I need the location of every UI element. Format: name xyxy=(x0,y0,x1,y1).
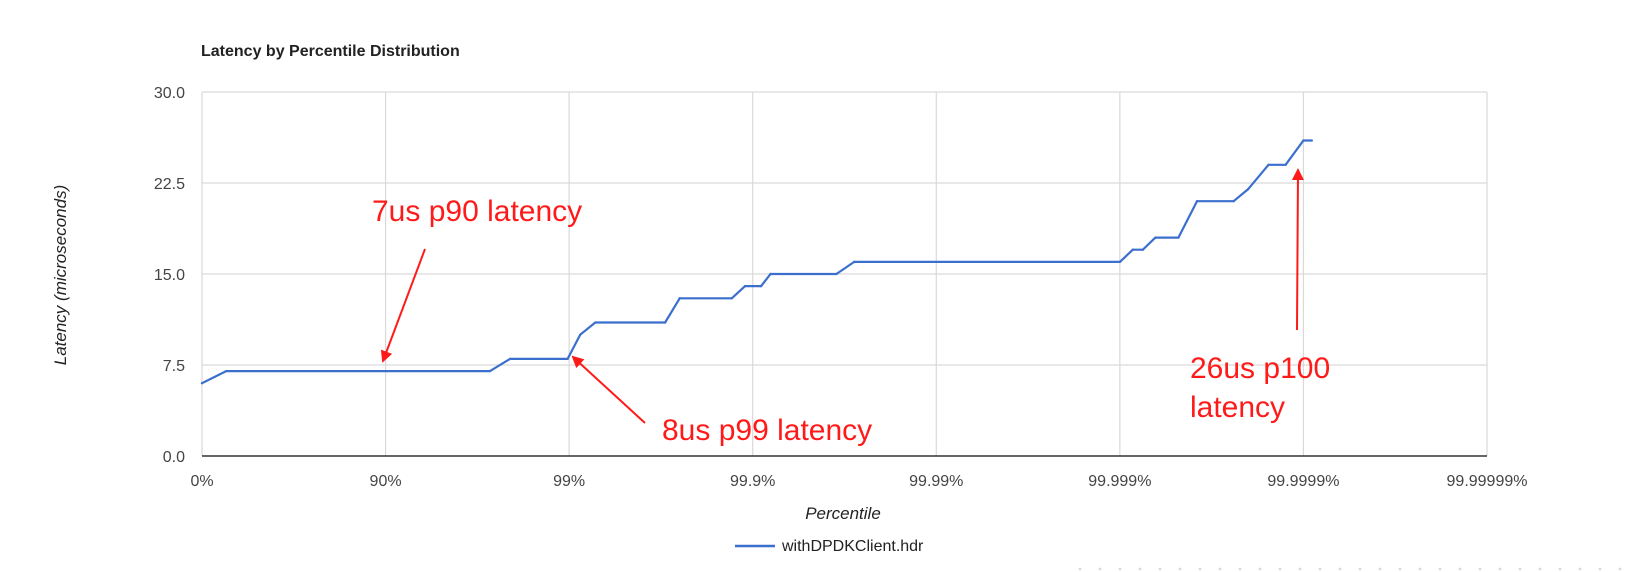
data-point xyxy=(678,297,681,300)
x-axis-label: Percentile xyxy=(805,504,881,523)
annotation-p90-arrow xyxy=(380,248,426,363)
legend: withDPDKClient.hdr xyxy=(735,538,924,555)
annotation-p99-arrow xyxy=(571,355,646,424)
data-point xyxy=(1267,163,1270,166)
data-point xyxy=(508,357,512,361)
annotation-p100-arrow xyxy=(1291,168,1304,331)
data-point xyxy=(1302,139,1305,142)
x-tick-label: 99.99999% xyxy=(1447,473,1528,490)
x-tick-labels: 0% 90% 99% 99.9% 99.99% 99.999% 99.9999% 99.999… xyxy=(190,473,1527,490)
annotation-p90-text: 7us p90 latency xyxy=(372,195,582,228)
x-tick-label: 99.99% xyxy=(909,473,963,490)
data-point xyxy=(1154,236,1157,239)
data-point xyxy=(1131,248,1135,251)
annotation-p100-text-line1: 26us p100 xyxy=(1190,352,1330,385)
annotation-p100: 26us p100 latency xyxy=(1190,168,1330,424)
x-tick-label: 0% xyxy=(190,473,213,490)
y-tick-label: 30.0 xyxy=(154,85,185,102)
data-point xyxy=(1141,248,1144,251)
data-point xyxy=(743,284,747,288)
data-point xyxy=(769,272,772,276)
y-tick-label: 0.0 xyxy=(163,449,185,466)
data-point xyxy=(225,369,228,373)
y-axis-label: Latency (microseconds) xyxy=(51,185,70,365)
data-point xyxy=(759,284,763,288)
x-tick-label: 99.9999% xyxy=(1267,473,1339,490)
data-point xyxy=(579,333,582,336)
y-tick-labels: 0.0 7.5 15.0 22.5 30.0 xyxy=(154,85,185,466)
series-line-withdpdkclient xyxy=(201,139,1312,385)
data-point xyxy=(594,321,597,324)
data-point xyxy=(1195,200,1199,203)
x-tick-label: 99.9% xyxy=(730,473,775,490)
data-point xyxy=(835,272,838,276)
data-point xyxy=(1284,163,1287,166)
grid-lines xyxy=(201,91,1488,456)
data-point xyxy=(663,321,667,324)
y-tick-label: 7.5 xyxy=(163,358,185,375)
annotation-p99: 8us p99 latency xyxy=(571,355,872,447)
annotation-p90: 7us p90 latency xyxy=(372,195,582,363)
chart-title: Latency by Percentile Distribution xyxy=(201,43,460,60)
bottom-edge-dots xyxy=(1078,567,1622,571)
legend-label: withDPDKClient.hdr xyxy=(781,538,924,555)
y-tick-label: 15.0 xyxy=(154,267,185,284)
x-tick-label: 90% xyxy=(370,473,402,490)
data-point xyxy=(200,382,204,385)
y-tick-label: 22.5 xyxy=(154,176,185,193)
data-point xyxy=(1118,260,1122,264)
series-points xyxy=(200,139,1314,385)
data-point xyxy=(730,297,733,300)
x-tick-label: 99.999% xyxy=(1088,473,1151,490)
data-point xyxy=(853,260,856,264)
annotation-p100-text-line2: latency xyxy=(1190,391,1285,424)
data-point xyxy=(488,369,492,373)
x-tick-label: 99% xyxy=(553,473,585,490)
data-point xyxy=(566,357,569,361)
data-point xyxy=(1246,187,1250,191)
data-point xyxy=(1177,236,1180,239)
annotation-p99-text: 8us p99 latency xyxy=(662,414,872,447)
data-point xyxy=(1232,200,1235,203)
data-point xyxy=(1310,139,1314,142)
